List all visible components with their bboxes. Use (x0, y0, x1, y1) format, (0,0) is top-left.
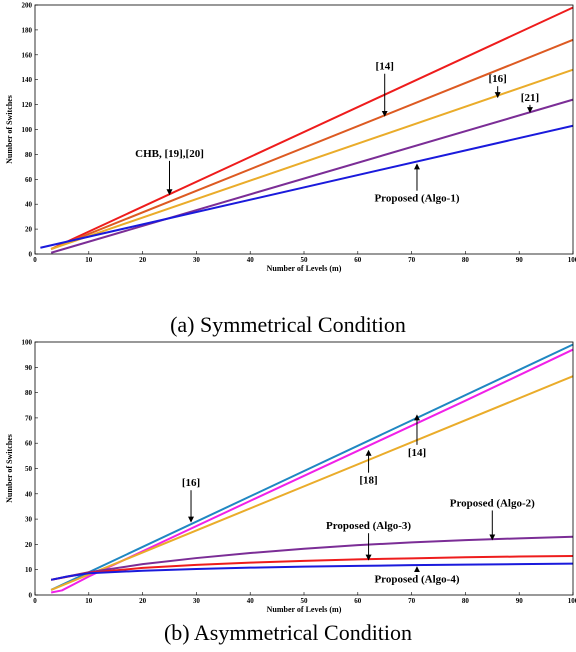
series-line-3 (50, 375, 574, 591)
x-tick-label: 40 (247, 597, 255, 605)
x-tick-label: 60 (354, 256, 362, 264)
annotation-label: [16] (182, 477, 200, 489)
annotation-label: Proposed (Algo-2) (450, 497, 535, 509)
series-line-2 (50, 348, 574, 594)
annotation-label: Proposed (Algo-1) (374, 193, 459, 205)
x-tick-label: 20 (139, 256, 147, 264)
y-tick-label: 30 (25, 516, 33, 524)
x-tick-label: 60 (354, 597, 362, 605)
series-group (40, 6, 574, 254)
x-tick-label: 30 (193, 256, 201, 264)
series-line-3 (50, 68, 574, 250)
y-tick-label: 70 (25, 414, 33, 422)
x-tick-label: 0 (33, 597, 37, 605)
x-tick-label: 90 (516, 256, 524, 264)
y-axis-label: Number of Switches (5, 434, 14, 503)
y-tick-label: 80 (25, 389, 33, 397)
x-tick-label: 70 (408, 256, 416, 264)
x-tick-label: 90 (516, 597, 524, 605)
annotation-label: Proposed (Algo-3) (326, 520, 411, 532)
y-tick-label: 80 (25, 151, 33, 159)
series-line-1 (50, 343, 574, 591)
x-tick-label: 80 (462, 597, 470, 605)
y-tick-label: 20 (25, 226, 33, 234)
annotation-label: CHB, [19],[20] (135, 148, 204, 160)
annotation-group: [16] [18] [14] Proposed (Algo-2) Proposed (A… (182, 414, 535, 585)
y-tick-label: 40 (25, 490, 33, 498)
y-tick-label: 60 (25, 176, 33, 184)
y-tick-label: 140 (22, 76, 33, 84)
x-tick-label: 40 (247, 256, 255, 264)
x-tick-label: 100 (568, 256, 576, 264)
tick-group: 0 10 20 30 40 50 60 70 80 90 100 0 20 40 60 80 100 120 140… (22, 2, 576, 265)
annotation-label: [16] (489, 73, 507, 85)
y-tick-label: 10 (25, 566, 33, 574)
series-line-5 (40, 124, 574, 249)
x-tick-label: 10 (85, 597, 93, 605)
y-tick-label: 50 (25, 465, 33, 473)
tick-group: 0 10 20 30 40 50 60 70 80 90 100 0 10 20 30 40 50 60 70 80 9… (22, 339, 576, 606)
annotation-label: [21] (521, 92, 539, 104)
y-tick-label: 200 (22, 2, 33, 10)
series-line-4 (50, 98, 574, 254)
annotation-group: CHB, [19],[20] [14] [16] [21] Proposed (Algo… (135, 61, 539, 205)
x-tick-label: 30 (193, 597, 201, 605)
y-tick-label: 20 (25, 541, 33, 549)
series-line-6 (50, 562, 574, 581)
series-line-1 (50, 6, 574, 250)
y-tick-label: 0 (29, 251, 33, 259)
x-tick-label: 100 (568, 597, 576, 605)
x-axis-label: Number of Levels (m) (267, 605, 342, 614)
x-tick-label: 20 (139, 597, 147, 605)
series-line-2 (50, 38, 574, 250)
y-tick-label: 160 (22, 51, 33, 59)
y-tick-label: 100 (22, 126, 33, 134)
series-group (50, 343, 574, 594)
y-tick-label: 0 (29, 592, 33, 600)
y-axis-label: Number of Switches (5, 95, 14, 164)
y-tick-label: 180 (22, 26, 33, 34)
chart-asymmetrical: 0 10 20 30 40 50 60 70 80 90 100 0 10 20 30 40 50 60 70 80 9… (5, 339, 576, 646)
y-tick-label: 60 (25, 440, 33, 448)
x-tick-label: 70 (408, 597, 416, 605)
annotation-label: Proposed (Algo-4) (374, 573, 459, 585)
y-tick-label: 40 (25, 201, 33, 209)
y-tick-label: 120 (22, 101, 33, 109)
x-axis-label: Number of Levels (m) (267, 264, 342, 273)
chart-caption: (a) Symmetrical Condition (170, 312, 406, 337)
y-tick-label: 100 (22, 339, 33, 347)
annotation-label: [14] (376, 61, 394, 73)
annotation-label: [14] (408, 447, 426, 459)
y-tick-label: 90 (25, 364, 33, 372)
series-line-5 (50, 555, 574, 581)
x-tick-label: 10 (85, 256, 93, 264)
annotation-label: [18] (359, 475, 377, 487)
x-tick-label: 50 (301, 597, 309, 605)
x-tick-label: 0 (33, 256, 37, 264)
chart-symmetrical: 0 10 20 30 40 50 60 70 80 90 100 0 20 40 60 80 100 120 140… (5, 2, 576, 338)
x-tick-label: 80 (462, 256, 470, 264)
chart-caption: (b) Asymmetrical Condition (164, 620, 412, 645)
x-tick-label: 50 (301, 256, 309, 264)
plot-frame (34, 4, 574, 255)
